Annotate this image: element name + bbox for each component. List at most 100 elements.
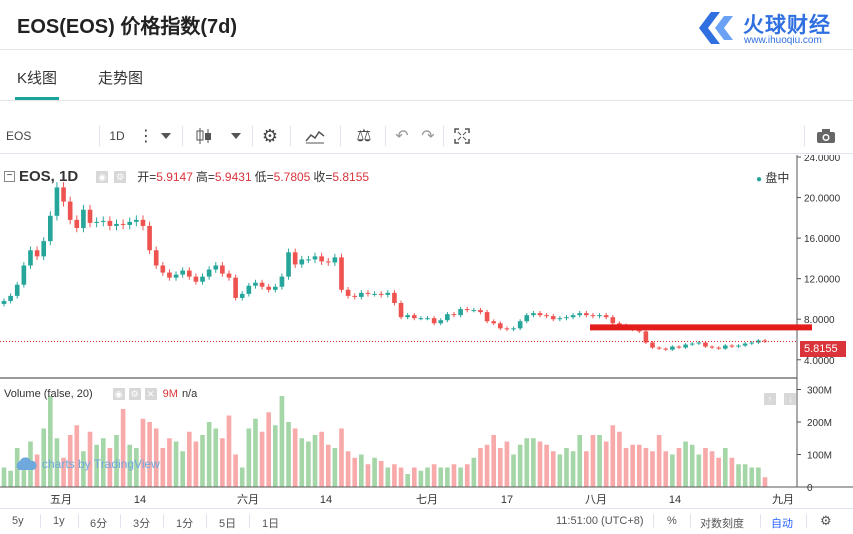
volume-tick-label: 300M xyxy=(807,386,832,397)
volume-bar xyxy=(564,448,569,487)
eye-icon[interactable]: ◉ xyxy=(96,170,109,183)
price-chart[interactable]: 24.0000 20.0000 16.0000 12.0000 8.0000 4.0000… xyxy=(0,155,853,510)
volume-bar xyxy=(683,441,688,487)
symbol-search[interactable]: EOS xyxy=(6,129,32,143)
candle-body xyxy=(286,252,291,277)
time-tick-label: 八月 xyxy=(585,494,607,506)
candle-body xyxy=(120,223,126,225)
fullscreen-icon[interactable] xyxy=(450,118,474,154)
volume-bar xyxy=(537,441,543,487)
volume-bar xyxy=(590,435,596,487)
toolbar-divider xyxy=(443,126,444,146)
volume-bar xyxy=(332,448,338,487)
range-5y[interactable]: 5y xyxy=(12,515,24,527)
candle-body xyxy=(610,317,616,324)
volume-bar xyxy=(584,451,589,487)
volume-bar xyxy=(279,396,285,487)
redo-icon[interactable]: ↷ xyxy=(421,128,435,145)
huoqiu-logo[interactable]: 火球财经 www.ihuoqiu.com xyxy=(693,8,843,48)
volume-bar xyxy=(385,467,391,487)
volume-bar xyxy=(107,448,113,487)
volume-bar xyxy=(703,448,708,487)
volume-bar xyxy=(722,448,728,487)
logo-text: 火球财经 xyxy=(743,14,831,37)
candle-body xyxy=(603,315,609,318)
volume-bar xyxy=(359,454,364,487)
range-1d[interactable]: 1日 xyxy=(262,518,280,530)
candle-body xyxy=(736,345,741,347)
tab-trend[interactable]: 走势图 xyxy=(98,70,144,87)
range-6m[interactable]: 6分 xyxy=(90,518,108,530)
pane-up-icon[interactable]: ↑ xyxy=(764,393,776,405)
range-5d[interactable]: 5日 xyxy=(219,518,237,530)
settings-icon[interactable]: ⚙ xyxy=(128,388,141,400)
candle-body xyxy=(484,312,490,322)
chart-legend: − EOS, 1D ◉ ⚙ 开= 5.9147 高= 5.9431 低= 5.7805… xyxy=(4,168,369,185)
volume-bar xyxy=(511,454,516,487)
candle-body xyxy=(597,315,602,317)
volume-bar xyxy=(425,467,430,487)
volume-bar xyxy=(643,448,649,487)
volume-legend-label[interactable]: Volume (false, 20) xyxy=(4,388,93,400)
candle-body xyxy=(617,323,622,326)
volume-bar xyxy=(140,418,146,487)
candle-body xyxy=(709,346,715,348)
bottom-divider xyxy=(760,514,761,528)
candle-body xyxy=(392,292,397,303)
range-1m[interactable]: 1分 xyxy=(176,518,194,530)
candle-body xyxy=(226,273,232,278)
candle-body xyxy=(756,340,761,343)
huoqiu-logo-mark-icon xyxy=(699,12,733,44)
candle-body xyxy=(147,225,152,251)
candle-body xyxy=(299,259,305,265)
candle-body xyxy=(729,345,735,347)
undo-icon[interactable]: ↶ xyxy=(395,128,409,145)
auto-scale-toggle[interactable]: 自动 xyxy=(771,518,793,530)
candle-body xyxy=(180,270,185,275)
candle-body xyxy=(272,286,278,290)
percent-toggle[interactable]: % xyxy=(667,515,677,527)
high-value: 5.9431 xyxy=(214,169,252,184)
indicators-icon[interactable] xyxy=(303,118,327,154)
volume-bar xyxy=(345,451,351,487)
price-tick-label: 16.0000 xyxy=(804,234,841,245)
candle-body xyxy=(676,346,682,348)
volume-bar xyxy=(676,448,682,487)
log-scale-toggle[interactable]: 对数刻度 xyxy=(700,518,744,530)
close-icon[interactable]: ✕ xyxy=(144,388,157,400)
legend-symbol[interactable]: EOS, 1D xyxy=(19,168,79,185)
volume-bar xyxy=(114,435,119,487)
bottom-divider xyxy=(653,514,654,528)
volume-bar xyxy=(445,467,450,487)
toolbar-divider xyxy=(385,126,386,146)
range-divider xyxy=(40,514,41,528)
toolbar-divider xyxy=(290,126,291,146)
settings-icon[interactable]: ⚙ xyxy=(114,170,127,183)
pane-down-icon[interactable]: ↓ xyxy=(784,393,797,405)
volume-bar xyxy=(749,467,755,487)
candle-body xyxy=(722,345,728,349)
candle-body xyxy=(372,293,377,295)
range-divider xyxy=(206,514,207,528)
tradingview-watermark[interactable]: charts by TradingView xyxy=(14,457,160,471)
toolbar-divider xyxy=(804,126,805,146)
range-1y[interactable]: 1y xyxy=(53,515,65,527)
gear-icon[interactable]: ⚙ xyxy=(820,513,832,528)
collapse-icon[interactable]: − xyxy=(4,171,15,182)
candles-icon[interactable] xyxy=(192,118,216,154)
interval-button[interactable]: 1D xyxy=(109,129,125,143)
chevron-down-icon[interactable] xyxy=(158,118,174,154)
range-3m[interactable]: 3分 xyxy=(133,518,151,530)
compare-scale-icon[interactable]: ⚖ xyxy=(356,126,372,145)
volume-bar xyxy=(319,431,324,487)
chevron-down-icon[interactable] xyxy=(228,118,244,154)
volume-tick-label: 100M xyxy=(807,451,832,462)
range-divider xyxy=(163,514,164,528)
candle-body xyxy=(200,276,205,282)
gear-icon[interactable]: ⚙ xyxy=(261,125,279,146)
more-vertical-icon[interactable]: ⋮ xyxy=(138,128,154,145)
eye-icon[interactable]: ◉ xyxy=(112,388,125,400)
camera-icon[interactable] xyxy=(812,118,840,154)
volume-bar xyxy=(74,425,80,487)
tab-kline[interactable]: K线图 xyxy=(14,67,60,100)
